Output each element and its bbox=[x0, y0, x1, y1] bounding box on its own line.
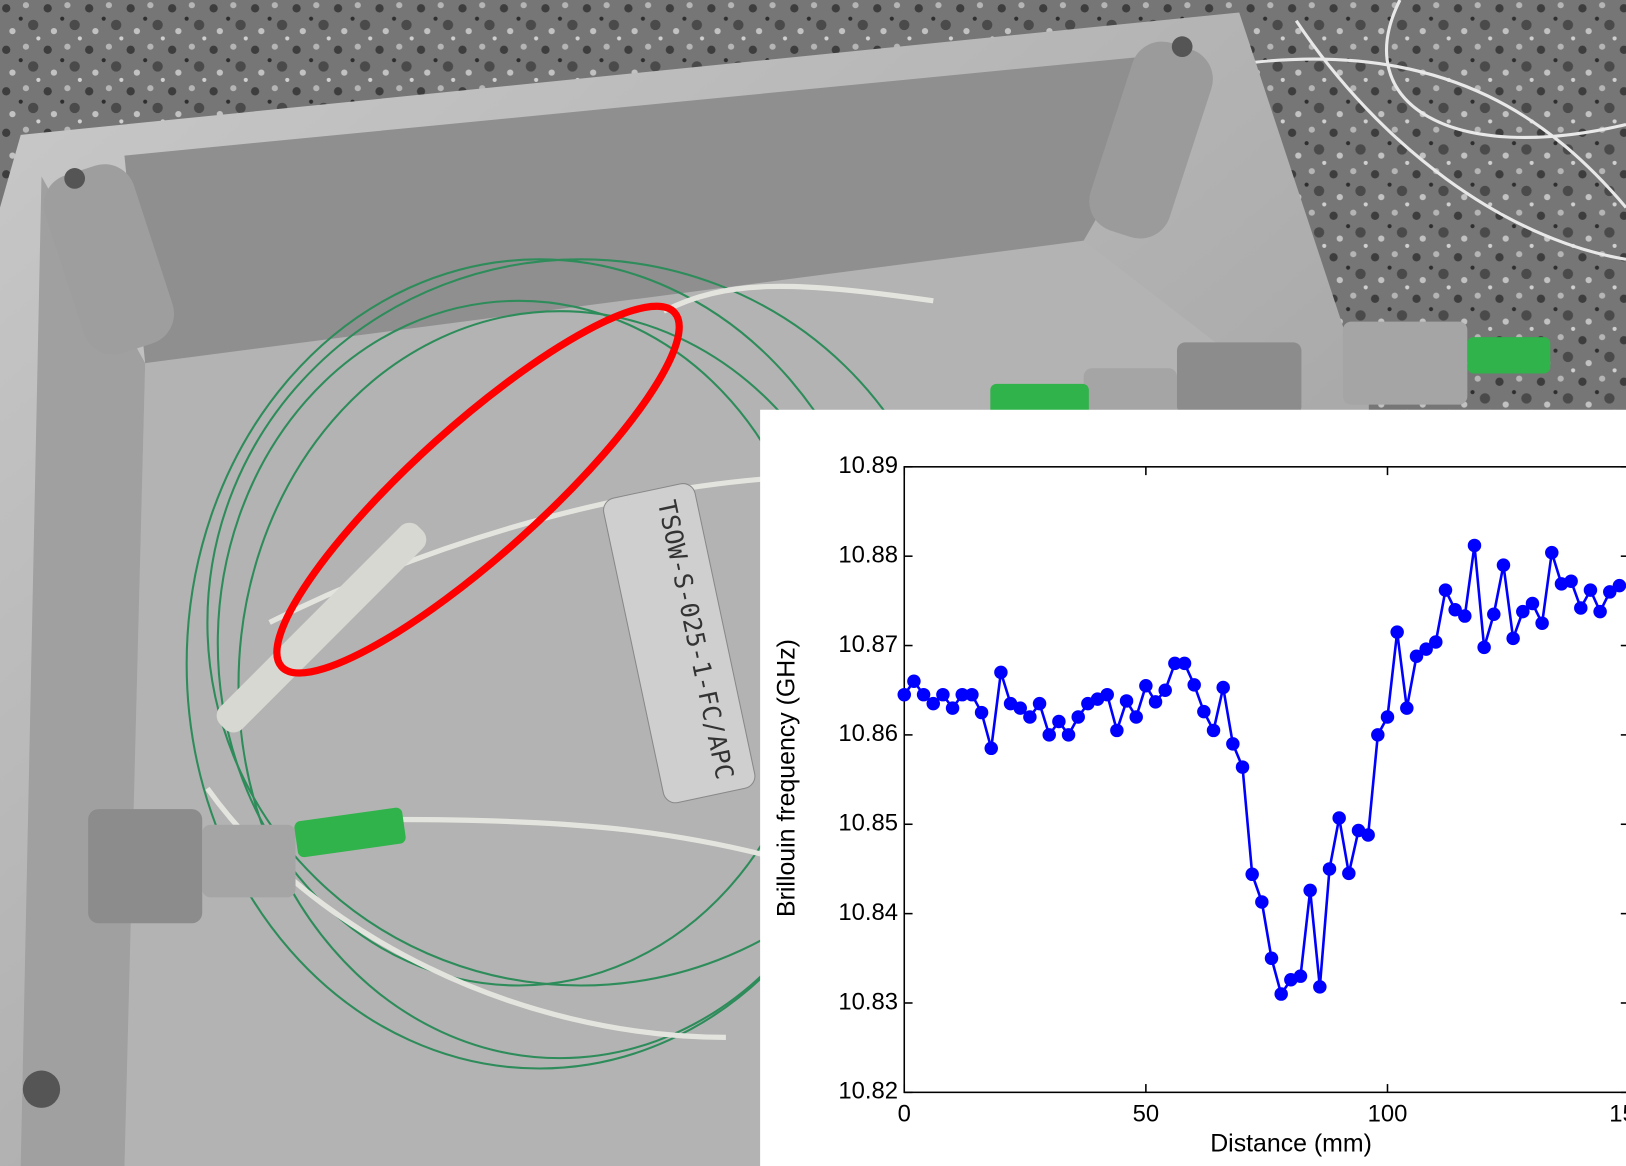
y-axis-title: Brillouin frequency (GHz) bbox=[772, 639, 800, 917]
data-point bbox=[1564, 574, 1577, 587]
data-point bbox=[1429, 635, 1442, 648]
data-point bbox=[1178, 657, 1191, 670]
data-point bbox=[1149, 695, 1162, 708]
data-point bbox=[1458, 609, 1471, 622]
connector-body bbox=[1343, 322, 1467, 405]
data-point bbox=[1535, 616, 1548, 629]
data-point bbox=[1381, 710, 1394, 723]
data-point bbox=[1303, 884, 1316, 897]
data-point bbox=[1100, 688, 1113, 701]
data-point bbox=[1342, 867, 1355, 880]
data-point bbox=[1274, 987, 1287, 1000]
data-point bbox=[1487, 608, 1500, 621]
data-point bbox=[1255, 895, 1268, 908]
data-point bbox=[898, 688, 911, 701]
data-point bbox=[1390, 625, 1403, 638]
data-point bbox=[1584, 583, 1597, 596]
figure: TSOW-S-025-1-FC/APC Distance (mm) Brillo… bbox=[0, 0, 1626, 1166]
data-point bbox=[1139, 679, 1152, 692]
data-point bbox=[1158, 683, 1171, 696]
data-point bbox=[1593, 605, 1606, 618]
data-point bbox=[1245, 868, 1258, 881]
data-point bbox=[984, 742, 997, 755]
data-point bbox=[1313, 980, 1326, 993]
connector-nut bbox=[1177, 342, 1301, 415]
data-point bbox=[1545, 546, 1558, 559]
connector-body bbox=[202, 825, 295, 898]
data-point bbox=[1526, 597, 1539, 610]
y-tick-label: 10.82 bbox=[838, 1078, 898, 1105]
y-tick-label: 10.89 bbox=[838, 452, 898, 479]
data-point bbox=[1371, 728, 1384, 741]
data-point bbox=[1207, 724, 1220, 737]
data-point bbox=[1574, 601, 1587, 614]
x-tick-label: 100 bbox=[1368, 1100, 1408, 1127]
data-point bbox=[1187, 678, 1200, 691]
data-point bbox=[1226, 737, 1239, 750]
data-point bbox=[1062, 728, 1075, 741]
data-point bbox=[1294, 969, 1307, 982]
screw-hole bbox=[23, 1071, 60, 1108]
data-point bbox=[1400, 701, 1413, 714]
connector-nut bbox=[88, 809, 202, 923]
y-tick-label: 10.85 bbox=[838, 810, 898, 837]
data-point bbox=[965, 688, 978, 701]
data-point bbox=[946, 701, 959, 714]
y-tick-label: 10.86 bbox=[838, 720, 898, 747]
page: {"chart_data": {"type": "line", "xlabel"… bbox=[0, 0, 1626, 1166]
y-tick-label: 10.87 bbox=[838, 631, 898, 658]
data-point bbox=[994, 666, 1007, 679]
x-axis-title: Distance (mm) bbox=[1210, 1129, 1372, 1157]
x-tick-label: 150 bbox=[1609, 1100, 1626, 1127]
data-point bbox=[1468, 539, 1481, 552]
data-point bbox=[907, 675, 920, 688]
data-point bbox=[1071, 710, 1084, 723]
screw-hole bbox=[1172, 36, 1193, 57]
screw-hole bbox=[64, 168, 85, 189]
x-tick-label: 50 bbox=[1133, 1100, 1160, 1127]
chart-panel bbox=[760, 410, 1626, 1166]
connector-boot bbox=[1467, 337, 1550, 373]
y-tick-label: 10.84 bbox=[838, 899, 898, 926]
data-point bbox=[1110, 724, 1123, 737]
data-point bbox=[1439, 583, 1452, 596]
data-point bbox=[1265, 952, 1278, 965]
y-tick-label: 10.83 bbox=[838, 988, 898, 1015]
data-point bbox=[975, 706, 988, 719]
data-point bbox=[1052, 715, 1065, 728]
data-point bbox=[1023, 710, 1036, 723]
data-point bbox=[1477, 641, 1490, 654]
data-point bbox=[1506, 632, 1519, 645]
y-tick-label: 10.88 bbox=[838, 541, 898, 568]
data-point bbox=[936, 688, 949, 701]
data-point bbox=[1613, 579, 1626, 592]
data-point bbox=[1497, 558, 1510, 571]
data-point bbox=[1216, 681, 1229, 694]
data-point bbox=[1042, 728, 1055, 741]
data-point bbox=[1129, 710, 1142, 723]
data-point bbox=[1332, 811, 1345, 824]
data-point bbox=[1236, 760, 1249, 773]
data-point bbox=[1197, 705, 1210, 718]
data-point bbox=[1033, 697, 1046, 710]
data-point bbox=[1323, 862, 1336, 875]
x-tick-label: 0 bbox=[898, 1100, 911, 1127]
data-point bbox=[1361, 828, 1374, 841]
data-point bbox=[1120, 694, 1133, 707]
